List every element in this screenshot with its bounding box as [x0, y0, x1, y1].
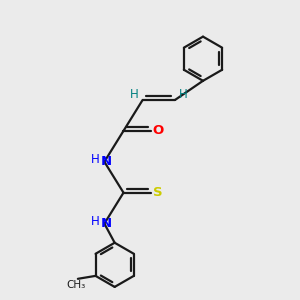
Text: H: H: [179, 88, 188, 101]
Text: H: H: [130, 88, 139, 101]
Text: O: O: [152, 124, 164, 137]
Text: H: H: [91, 153, 100, 166]
Text: S: S: [153, 186, 163, 199]
Text: N: N: [100, 155, 111, 168]
Text: H: H: [91, 215, 100, 228]
Text: CH₃: CH₃: [67, 280, 86, 290]
Text: N: N: [100, 217, 111, 230]
